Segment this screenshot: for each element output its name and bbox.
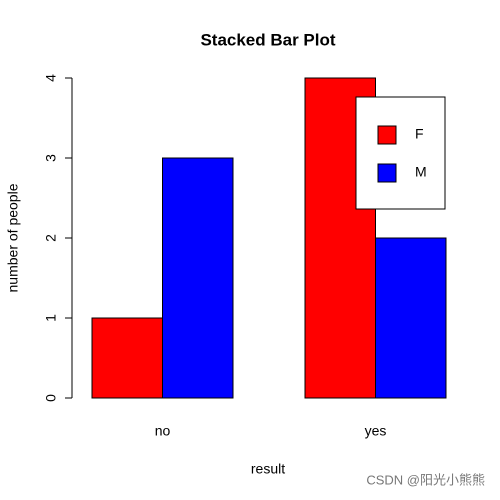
legend-box: [355, 96, 446, 210]
legend-label: F: [415, 126, 424, 142]
bar: [91, 317, 163, 399]
x-axis-label: result: [251, 461, 285, 477]
y-tick-label: 2: [43, 234, 59, 242]
y-axis-label: number of people: [5, 183, 21, 292]
watermark: CSDN @阳光小熊熊: [366, 472, 485, 487]
bar: [162, 157, 234, 399]
x-tick-label: yes: [365, 423, 387, 439]
legend-label: M: [415, 164, 427, 180]
x-tick-label: no: [155, 423, 171, 439]
legend-swatch: [377, 125, 397, 145]
y-tick-label: 4: [43, 74, 59, 82]
y-tick-label: 0: [43, 394, 59, 402]
y-tick-label: 3: [43, 154, 59, 162]
bar: [375, 237, 447, 399]
chart-title: Stacked Bar Plot: [200, 30, 335, 49]
y-tick-label: 1: [43, 314, 59, 322]
legend-swatch: [377, 163, 397, 183]
